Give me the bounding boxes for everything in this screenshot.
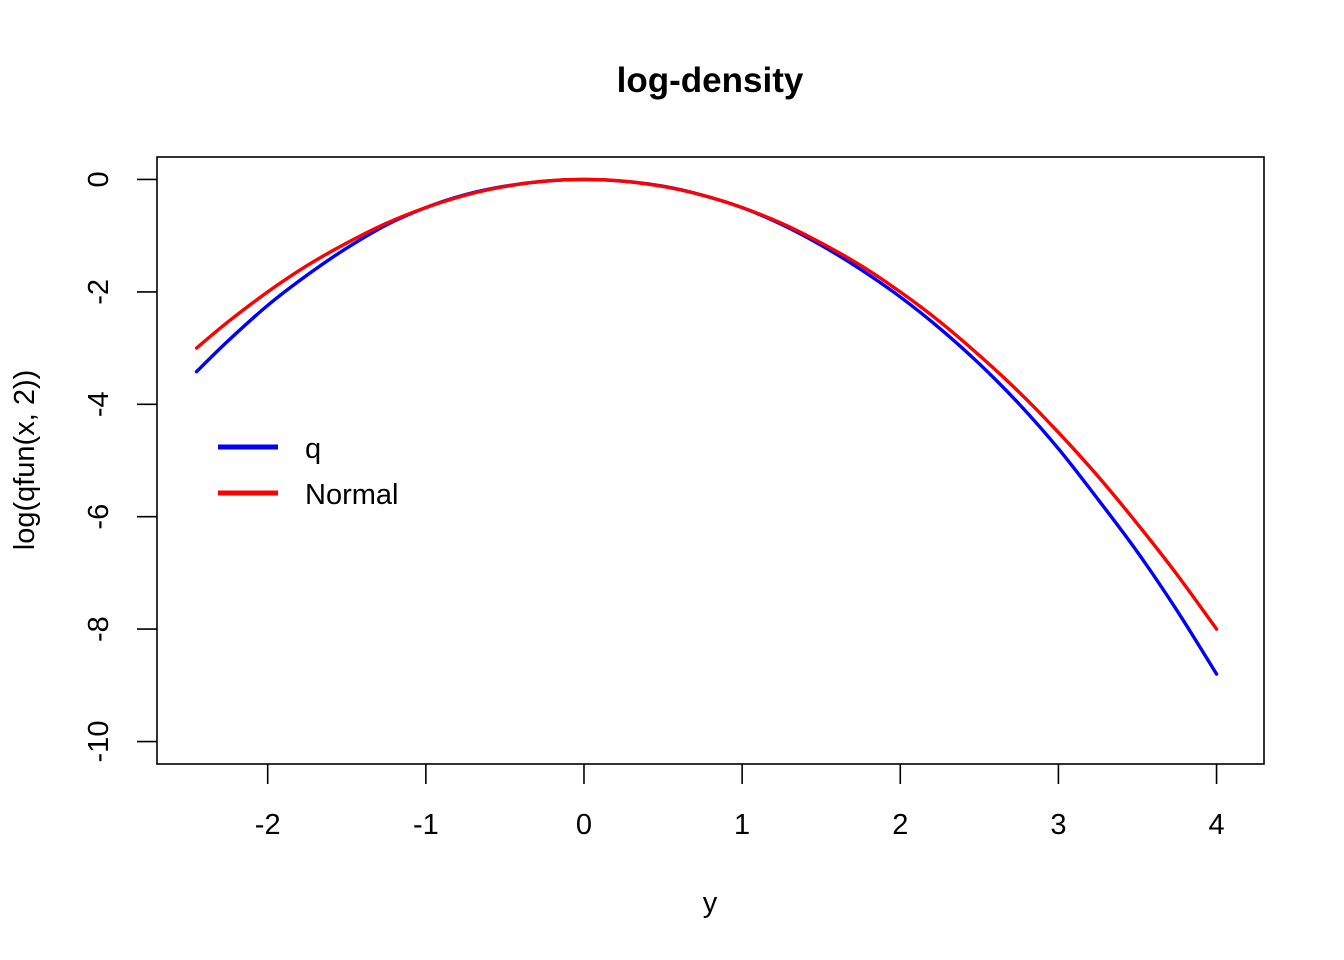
x-tick-label: 2 xyxy=(892,809,908,841)
y-axis: 0 -2 -4 -6 -8 -10 xyxy=(83,171,157,762)
y-tick-label: -8 xyxy=(83,616,115,642)
x-axis-label: y xyxy=(703,887,718,919)
x-axis: -2 -1 0 1 2 3 4 xyxy=(255,764,1225,841)
y-tick-label: -2 xyxy=(83,279,115,305)
x-tick-label: 0 xyxy=(576,809,592,841)
chart-title: log-density xyxy=(617,61,804,100)
series-line-q xyxy=(194,177,1219,676)
x-tick-label: 4 xyxy=(1208,809,1224,841)
x-tick-label: 1 xyxy=(734,809,750,841)
series-line-normal xyxy=(194,177,1219,631)
y-tick-label: -6 xyxy=(83,504,115,530)
y-axis-label: log(qfun(x, 2)) xyxy=(9,370,41,551)
x-tick-label: -2 xyxy=(255,809,281,841)
plot-frame xyxy=(156,156,1265,765)
legend-label-normal: Normal xyxy=(305,479,398,511)
legend: q Normal xyxy=(218,433,398,511)
series-lines xyxy=(194,177,1219,676)
x-tick-label: -1 xyxy=(413,809,439,841)
legend-label-q: q xyxy=(305,433,321,465)
y-tick-label: -4 xyxy=(83,391,115,417)
x-tick-label: 3 xyxy=(1050,809,1066,841)
y-tick-label: -10 xyxy=(83,721,115,763)
y-tick-label: 0 xyxy=(83,171,115,187)
